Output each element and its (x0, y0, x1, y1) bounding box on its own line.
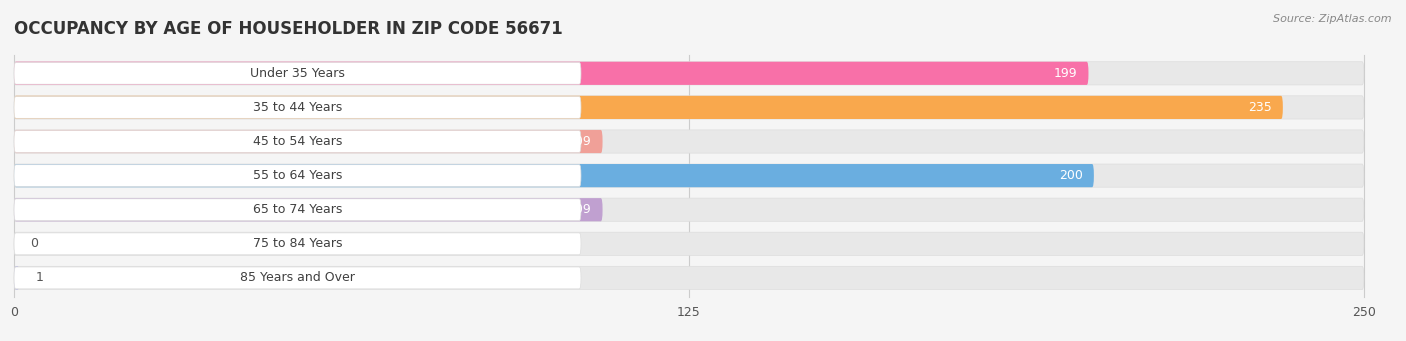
FancyBboxPatch shape (14, 198, 1364, 221)
Text: 85 Years and Over: 85 Years and Over (240, 271, 354, 284)
FancyBboxPatch shape (14, 164, 1364, 187)
FancyBboxPatch shape (14, 96, 1364, 119)
Text: 109: 109 (568, 203, 592, 216)
Text: 75 to 84 Years: 75 to 84 Years (253, 237, 342, 250)
Text: 55 to 64 Years: 55 to 64 Years (253, 169, 342, 182)
FancyBboxPatch shape (14, 267, 581, 289)
Text: 1: 1 (35, 271, 44, 284)
FancyBboxPatch shape (14, 164, 1094, 187)
FancyBboxPatch shape (14, 165, 581, 187)
Text: 199: 199 (1054, 67, 1077, 80)
FancyBboxPatch shape (14, 198, 603, 221)
FancyBboxPatch shape (14, 199, 581, 221)
Text: 45 to 54 Years: 45 to 54 Years (253, 135, 342, 148)
Text: 109: 109 (568, 135, 592, 148)
FancyBboxPatch shape (14, 266, 1364, 290)
Text: 35 to 44 Years: 35 to 44 Years (253, 101, 342, 114)
FancyBboxPatch shape (14, 97, 581, 118)
Text: OCCUPANCY BY AGE OF HOUSEHOLDER IN ZIP CODE 56671: OCCUPANCY BY AGE OF HOUSEHOLDER IN ZIP C… (14, 20, 562, 39)
Text: 65 to 74 Years: 65 to 74 Years (253, 203, 342, 216)
FancyBboxPatch shape (14, 96, 1282, 119)
FancyBboxPatch shape (14, 233, 581, 255)
FancyBboxPatch shape (14, 131, 581, 152)
Text: Source: ZipAtlas.com: Source: ZipAtlas.com (1274, 14, 1392, 24)
Text: 0: 0 (31, 237, 38, 250)
Text: Under 35 Years: Under 35 Years (250, 67, 344, 80)
FancyBboxPatch shape (14, 130, 1364, 153)
FancyBboxPatch shape (14, 62, 1088, 85)
FancyBboxPatch shape (14, 232, 1364, 255)
FancyBboxPatch shape (14, 130, 603, 153)
FancyBboxPatch shape (14, 62, 1364, 85)
Text: 200: 200 (1059, 169, 1083, 182)
Text: 235: 235 (1249, 101, 1272, 114)
FancyBboxPatch shape (14, 62, 581, 84)
FancyBboxPatch shape (14, 266, 20, 290)
